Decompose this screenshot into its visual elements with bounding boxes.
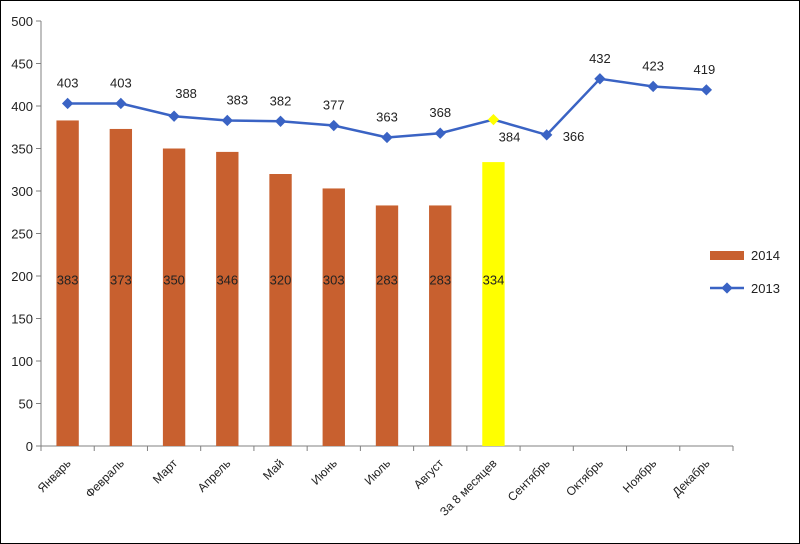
bar [56, 120, 79, 446]
bar-data-label: 383 [57, 273, 79, 288]
bar-labels: 383 373 350 346 320 303 283 283 334 [57, 273, 505, 288]
x-tick-label: Март [150, 456, 181, 487]
line-point [168, 110, 180, 122]
line-data-label: 384 [499, 130, 521, 145]
x-tick-label: Сентябрь [505, 456, 553, 504]
y-tick-label: 300 [11, 184, 33, 199]
y-tick-label: 100 [11, 354, 33, 369]
bar-series [56, 120, 505, 446]
line-point [381, 131, 393, 144]
legend-marker-2013 [721, 282, 733, 294]
bar-data-label: 350 [163, 273, 185, 288]
bar-data-label: 303 [323, 273, 345, 288]
y-tick-label: 400 [11, 99, 33, 114]
bar-data-label: 373 [110, 273, 132, 288]
line-data-label: 383 [226, 92, 248, 107]
bar-data-label: 320 [270, 273, 292, 288]
x-tick-label: Июнь [308, 456, 339, 487]
x-tick-label: Июль [362, 456, 394, 488]
x-tick-labels: Январь Февраль Март Апрель Май Июнь Июль Август… [35, 456, 713, 519]
y-tick-label: 450 [11, 57, 33, 72]
bar-data-label: 283 [429, 273, 451, 288]
x-tick-label: Январь [35, 456, 74, 495]
line-point [700, 84, 713, 96]
bar [375, 205, 399, 446]
bar [109, 128, 133, 446]
x-tick-label: Февраль [83, 456, 127, 500]
bar [482, 162, 505, 446]
y-tick-label: 350 [11, 142, 33, 157]
line-data-label: 419 [694, 62, 716, 77]
line-point [541, 129, 553, 141]
line-point [328, 119, 340, 132]
legend-label-2014: 2014 [751, 248, 780, 263]
line-data-label: 363 [376, 109, 398, 124]
x-tick-label: Август [411, 456, 447, 492]
line-data-label: 403 [57, 75, 79, 90]
line-point [487, 113, 500, 126]
line-data-label: 366 [563, 129, 585, 144]
axes: 0 50 100 150 200 250 300 350 400 450 500 [11, 14, 734, 454]
line-point [61, 97, 74, 110]
x-tick-label: Апрель [195, 456, 234, 495]
legend: 2014 2013 [710, 248, 780, 296]
legend-label-2013: 2013 [751, 281, 780, 296]
y-tick-label: 50 [19, 397, 33, 412]
line-data-label: 368 [429, 105, 451, 120]
series-line-2013 [67, 77, 707, 139]
bar [162, 148, 186, 446]
line-data-label: 403 [110, 75, 132, 90]
y-tick-label: 500 [11, 14, 33, 29]
bar [322, 188, 345, 446]
bar-data-label: 346 [216, 273, 238, 288]
y-tick-label: 200 [11, 269, 33, 284]
line-point [115, 97, 127, 110]
line-point [647, 80, 659, 93]
line-data-label: 382 [270, 93, 292, 108]
x-tick-label: Ноябрь [620, 456, 659, 495]
x-tick-label: Декабрь [670, 456, 713, 499]
x-tick-label: Октябрь [563, 456, 606, 499]
line-point [274, 115, 287, 127]
bar-data-label: 334 [483, 273, 505, 288]
x-tick-label: Май [260, 456, 287, 483]
line-labels: 403 403 388 383 382 377 363 368 384 366 432 423 419 [57, 51, 715, 145]
line-data-label: 423 [642, 58, 664, 73]
bar [429, 205, 452, 446]
line-data-label: 388 [175, 86, 197, 101]
bar-data-label: 283 [376, 273, 398, 288]
bar [216, 151, 239, 446]
y-tick-label: 150 [11, 312, 33, 327]
line-point [434, 127, 446, 139]
line-series [61, 73, 713, 144]
x-tick-label: За 8 месяцев [437, 456, 500, 519]
legend-swatch-2014 [710, 251, 744, 260]
line-data-label: 432 [589, 51, 611, 66]
line-point [221, 114, 233, 127]
y-tick-label: 250 [11, 227, 33, 242]
y-tick-label: 0 [26, 439, 33, 454]
bar [269, 174, 292, 446]
line-data-label: 377 [323, 98, 345, 113]
